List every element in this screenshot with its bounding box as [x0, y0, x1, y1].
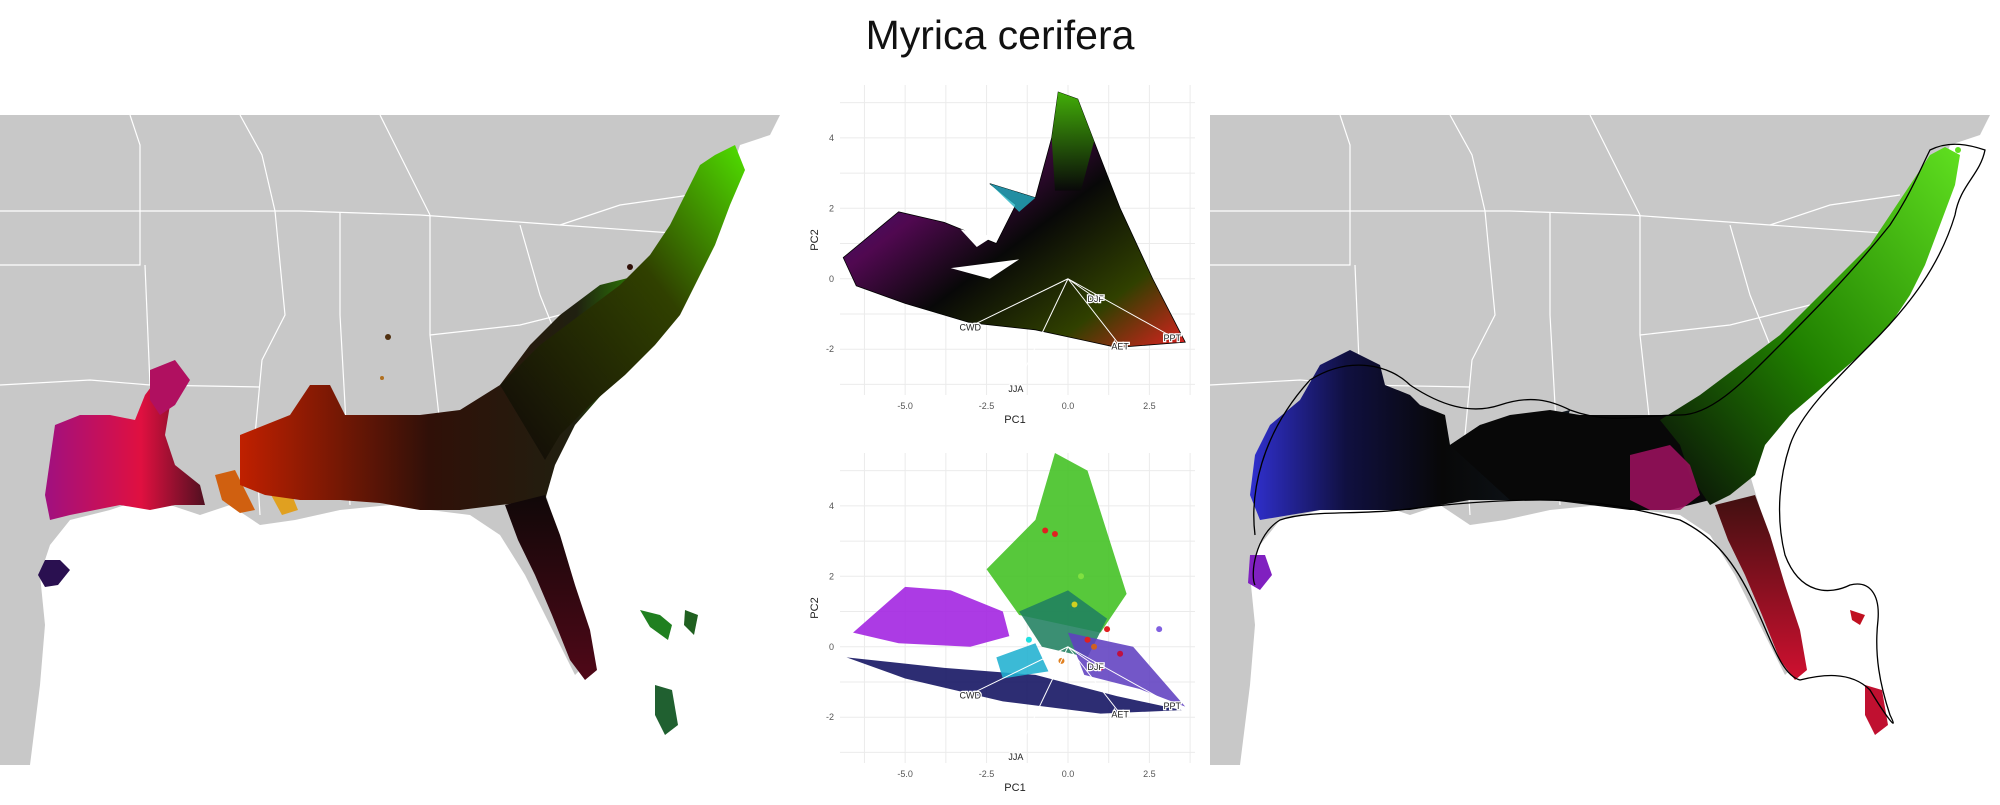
florida-range — [505, 495, 597, 680]
pca-points-layer — [842, 91, 1186, 348]
pca-point — [1097, 664, 1104, 671]
bahamas-range — [640, 610, 672, 640]
cuba-surface — [1865, 685, 1888, 735]
pca-vectors-layer: CWD JJA AET DJF PPT — [958, 278, 1183, 395]
x-axis-label: PC1 — [1004, 782, 1025, 794]
pca-points-layer — [846, 453, 1186, 714]
x-tick-label: 2.5 — [1143, 769, 1156, 779]
pca-loading-vector — [1015, 278, 1069, 389]
bahamas-surface — [1850, 610, 1865, 625]
state-borders — [0, 114, 701, 516]
x-tick-label: 0.0 — [1062, 401, 1075, 411]
pca-gap — [960, 229, 994, 248]
pca-cluster — [996, 643, 1049, 679]
range-map-right-svg — [1209, 114, 1990, 765]
y-tick-label: 0 — [829, 274, 834, 284]
pca-point — [1071, 601, 1078, 608]
x-axis-label: PC1 — [1004, 414, 1025, 426]
pca-loading-vector — [1067, 278, 1121, 346]
y-tick-label: -2 — [826, 712, 834, 722]
pca-cluster — [846, 657, 1182, 714]
pca-cloud — [842, 91, 1186, 348]
vector-label-jja: JJA — [1008, 384, 1023, 394]
central-magenta-surface — [1630, 445, 1700, 510]
pca-cluster — [986, 453, 1127, 633]
vector-label-cwd: CWD — [960, 322, 982, 332]
pca-cloud-cyan — [989, 183, 1036, 212]
pca-point — [1042, 527, 1049, 534]
range-map-left — [0, 114, 790, 765]
pca-biplot-top: CWD JJA AET DJF PPT -5.0 -2.5 0.0 2.5 4 2 0 -2 PC1… — [800, 80, 1210, 432]
pca-loading-vector — [970, 278, 1069, 327]
pca-cluster — [1067, 632, 1186, 707]
x-tick-label: -5.0 — [897, 401, 913, 411]
vector-label-aet: AET — [1111, 710, 1129, 720]
cuba-range — [655, 685, 678, 735]
islet-range — [684, 610, 698, 635]
vector-label-cwd: CWD — [960, 690, 982, 700]
vector-label-ppt: PPT — [1163, 333, 1181, 343]
pca-loading-vector — [1015, 646, 1069, 757]
east-range-surface — [1660, 147, 1960, 505]
florida-surface — [1715, 495, 1807, 680]
x-tick-label: 2.5 — [1143, 401, 1156, 411]
y-tick-label: 0 — [829, 642, 834, 652]
pca-point — [1117, 650, 1124, 657]
pca-vectors-layer: CWD JJA AET DJF PPT — [958, 646, 1183, 763]
pca-loading-vector — [1067, 278, 1173, 338]
pca-loading-vector — [1067, 278, 1096, 299]
x-tick-label: -2.5 — [979, 401, 995, 411]
pca-point — [1084, 636, 1091, 643]
pca-cloud-peak — [1051, 92, 1095, 191]
pca-point — [1078, 573, 1085, 580]
y-axis-ticks: 4 2 0 -2 — [826, 501, 834, 722]
x-tick-label: 0.0 — [1062, 769, 1075, 779]
pca-loading-vector — [1067, 646, 1096, 667]
y-tick-label: 2 — [829, 571, 834, 581]
louisiana-range — [150, 360, 190, 415]
pca-biplot-bottom-svg: CWD JJA AET DJF PPT -5.0 -2.5 0.0 2.5 4 2 0 -2 PC1… — [809, 453, 1195, 794]
pca-loading-vector — [970, 646, 1069, 695]
texas-coast-surface — [1248, 555, 1272, 590]
y-axis-label: PC2 — [809, 597, 821, 618]
atlantic-range — [500, 145, 745, 460]
vector-label-aet: AET — [1111, 342, 1129, 352]
pca-biplot-top-svg: CWD JJA AET DJF PPT -5.0 -2.5 0.0 2.5 4 2 0 -2 PC1… — [809, 85, 1195, 426]
figure-title: Myrica cerifera — [865, 12, 1135, 58]
y-tick-label: 4 — [829, 133, 834, 143]
bayou-range — [215, 470, 255, 513]
pca-loading-vector — [1067, 646, 1173, 706]
range-map-left-svg — [0, 114, 780, 765]
pca-point — [1156, 626, 1163, 633]
vector-label-ppt: PPT — [1163, 701, 1181, 711]
y-tick-label: -2 — [826, 344, 834, 354]
vector-label-jja: JJA — [1008, 752, 1023, 762]
pca-point — [1104, 626, 1111, 633]
x-axis-ticks: -5.0 -2.5 0.0 2.5 — [897, 769, 1155, 779]
y-axis-ticks: 4 2 0 -2 — [826, 133, 834, 354]
pca-biplot-bottom: CWD JJA AET DJF PPT -5.0 -2.5 0.0 2.5 4 2 0 -2 PC1… — [800, 448, 1210, 800]
x-axis-ticks: -5.0 -2.5 0.0 2.5 — [897, 401, 1155, 411]
x-tick-label: -2.5 — [979, 769, 995, 779]
vector-label-djf: DJF — [1087, 662, 1104, 672]
hull-outline — [1252, 143, 1986, 724]
range-map-right — [1209, 114, 2000, 765]
y-tick-label: 4 — [829, 501, 834, 511]
pca-gap — [950, 259, 1020, 279]
vector-label-djf: DJF — [1087, 294, 1104, 304]
pca-point — [1051, 531, 1058, 538]
x-tick-label: -5.0 — [897, 769, 913, 779]
pca-point — [1025, 636, 1032, 643]
texas-coast-range — [38, 560, 70, 587]
y-axis-label: PC2 — [809, 229, 821, 250]
pca-cluster — [853, 586, 1010, 647]
y-tick-label: 2 — [829, 203, 834, 213]
pca-point — [1091, 643, 1098, 650]
pca-loading-vector — [1067, 646, 1121, 714]
